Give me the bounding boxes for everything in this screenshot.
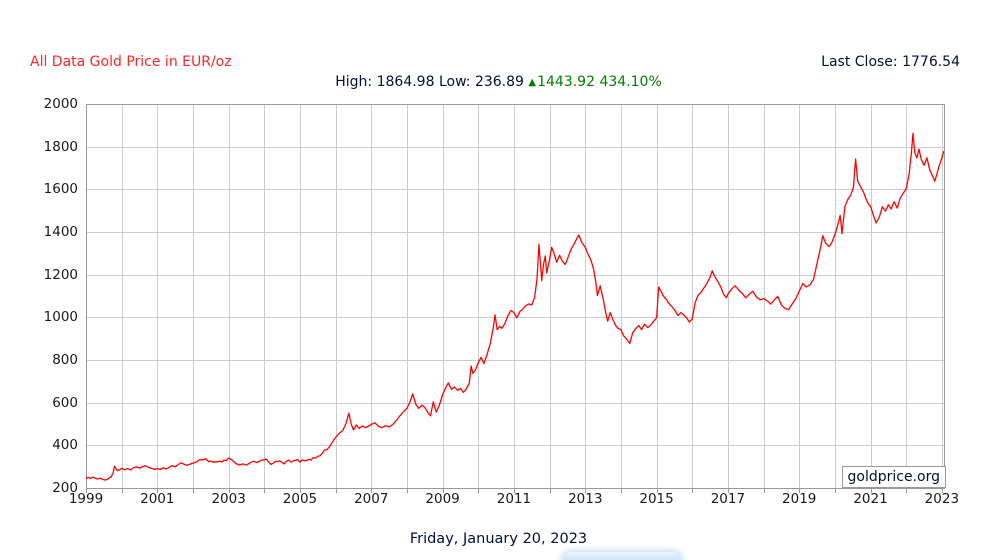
- x-axis-tick-mark: [692, 489, 693, 493]
- x-axis-tick-mark: [86, 489, 87, 493]
- low-value: 236.89: [474, 74, 524, 90]
- x-axis-tick-mark: [157, 489, 158, 493]
- x-axis-tick-label: 2003: [211, 491, 246, 507]
- high-low-stats: High: 1864.98 Low: 236.89 ▲1443.92 434.1…: [0, 74, 997, 90]
- x-axis-tick-mark: [264, 489, 265, 493]
- x-axis-tick-label: 2013: [568, 491, 603, 507]
- change-absolute: 1443.92: [537, 74, 595, 90]
- x-axis-tick-mark: [906, 489, 907, 493]
- x-axis-tick-mark: [443, 489, 444, 493]
- x-axis-tick-mark: [621, 489, 622, 493]
- y-axis-tick-label: 1600: [43, 181, 78, 198]
- y-axis-tick-label: 1200: [43, 266, 78, 283]
- page-title: All Data Gold Price in EUR/oz: [30, 54, 232, 70]
- y-axis-tick-label: 1800: [43, 138, 78, 155]
- x-axis-tick-mark: [764, 489, 765, 493]
- y-axis-tick-label: 200: [52, 480, 78, 496]
- x-axis-tick-label: 2021: [853, 491, 888, 507]
- y-axis-tick-label: 800: [52, 352, 78, 368]
- x-axis-tick-label: 2007: [354, 491, 389, 507]
- x-axis-tick-label: 2019: [782, 491, 817, 507]
- x-axis-tick-mark: [550, 489, 551, 493]
- x-axis-tick-mark: [799, 489, 800, 493]
- up-arrow-icon: ▲: [528, 77, 537, 88]
- watermark-link[interactable]: goldprice.org: [841, 466, 946, 488]
- x-axis-tick-mark: [514, 489, 515, 493]
- x-axis-tick-label: 2011: [496, 491, 532, 507]
- x-axis-tick-mark: [300, 489, 301, 493]
- x-axis-tick-label: 2001: [140, 491, 175, 507]
- x-axis-tick-label: 1999: [68, 491, 104, 507]
- bottom-panel-tab[interactable]: [563, 552, 681, 560]
- low-label: Low:: [438, 74, 471, 90]
- change-percent: 434.10%: [599, 74, 662, 90]
- price-chart-plot: [86, 104, 945, 489]
- x-axis-tick-label: 2023: [924, 491, 960, 507]
- x-axis-tick-mark: [728, 489, 729, 493]
- x-axis-tick-mark: [407, 489, 408, 493]
- x-axis-tick-label: 2017: [710, 491, 746, 507]
- x-axis-tick-mark: [478, 489, 479, 493]
- last-close-value: 1776.54: [902, 54, 960, 70]
- x-axis-tick-mark: [585, 489, 586, 493]
- plot-border: [86, 104, 945, 489]
- x-axis-tick-mark: [336, 489, 337, 493]
- high-label: High:: [335, 74, 373, 90]
- x-axis-tick-mark: [371, 489, 372, 493]
- y-axis-tick-label: 600: [52, 394, 78, 411]
- x-axis-tick-mark: [229, 489, 230, 493]
- x-axis-tick-mark: [871, 489, 872, 493]
- x-axis-tick-label: 2005: [282, 491, 318, 507]
- last-close: Last Close: 1776.54: [821, 54, 960, 70]
- x-axis-tick-mark: [835, 489, 836, 493]
- x-axis-tick-mark: [657, 489, 658, 493]
- x-axis-tick-mark: [193, 489, 194, 493]
- change-stats: ▲1443.92 434.10%: [528, 74, 661, 90]
- x-axis-tick-label: 2015: [639, 491, 674, 507]
- y-axis-tick-label: 1400: [43, 224, 78, 240]
- current-date-label: Friday, January 20, 2023: [409, 531, 588, 547]
- x-axis-tick-label: 2009: [425, 491, 460, 507]
- last-close-label: Last Close:: [821, 54, 898, 70]
- high-value: 1864.98: [376, 74, 435, 90]
- price-line-series: [86, 132, 945, 481]
- y-axis-tick-label: 400: [52, 437, 78, 454]
- y-axis-tick-label: 2000: [43, 96, 78, 112]
- x-axis-tick-mark: [122, 489, 123, 493]
- x-axis-tick-mark: [942, 489, 943, 493]
- y-axis-tick-label: 1000: [43, 309, 78, 326]
